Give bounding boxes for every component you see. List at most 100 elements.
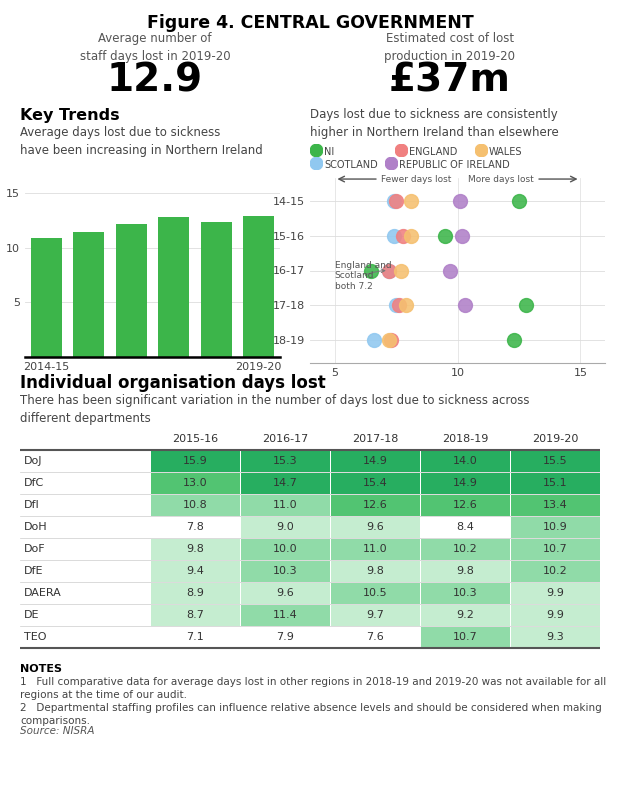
Text: WALES: WALES [489,147,523,157]
FancyBboxPatch shape [510,583,600,603]
Text: Average number of
staff days lost in 2019-20: Average number of staff days lost in 201… [80,32,230,63]
Text: Individual organisation days lost: Individual organisation days lost [20,374,325,392]
FancyBboxPatch shape [510,626,600,647]
Text: 12.6: 12.6 [453,500,477,510]
FancyBboxPatch shape [330,583,420,603]
Text: 2019-20: 2019-20 [532,434,578,444]
Text: 10.8: 10.8 [183,500,207,510]
FancyBboxPatch shape [151,626,239,647]
FancyBboxPatch shape [510,494,600,516]
Text: 10.7: 10.7 [453,632,477,642]
FancyBboxPatch shape [241,626,329,647]
FancyBboxPatch shape [330,626,420,647]
Text: NI: NI [324,147,334,157]
Bar [201,222,231,357]
Text: 14.9: 14.9 [363,456,388,466]
FancyBboxPatch shape [241,451,329,471]
Text: 10.2: 10.2 [542,566,567,576]
Text: NOTES: NOTES [20,664,62,674]
Bar [73,232,104,357]
Text: 14.9: 14.9 [453,478,477,488]
FancyBboxPatch shape [420,451,510,471]
FancyBboxPatch shape [241,473,329,494]
FancyBboxPatch shape [510,560,600,582]
Text: £37m: £37m [389,62,511,100]
Text: DoH: DoH [24,522,48,532]
Text: 2015-16: 2015-16 [172,434,218,444]
Text: Key Trends: Key Trends [20,108,120,123]
Text: 9.0: 9.0 [276,522,294,532]
Text: 9.4: 9.4 [186,566,204,576]
Text: 9.9: 9.9 [546,610,564,620]
Text: 15.9: 15.9 [183,456,207,466]
FancyBboxPatch shape [420,626,510,647]
FancyBboxPatch shape [241,539,329,560]
FancyBboxPatch shape [241,517,329,537]
Bar [31,238,61,357]
Text: 8.7: 8.7 [186,610,204,620]
Text: 9.8: 9.8 [186,544,204,554]
Text: 14.7: 14.7 [273,478,298,488]
FancyBboxPatch shape [151,583,239,603]
Text: There has been significant variation in the number of days lost due to sickness : There has been significant variation in … [20,394,529,425]
Text: 7.8: 7.8 [186,522,204,532]
Text: 7.1: 7.1 [186,632,204,642]
Text: 15.4: 15.4 [363,478,388,488]
FancyBboxPatch shape [151,560,239,582]
Text: 7.6: 7.6 [366,632,384,642]
Text: Figure 4. CENTRAL GOVERNMENT: Figure 4. CENTRAL GOVERNMENT [146,14,474,32]
Text: 9.6: 9.6 [366,522,384,532]
Bar [116,224,146,357]
Text: Days lost due to sickness are consistently
higher in Northern Ireland than elsew: Days lost due to sickness are consistent… [310,108,559,139]
FancyBboxPatch shape [330,473,420,494]
Text: DfE: DfE [24,566,43,576]
FancyBboxPatch shape [330,604,420,626]
FancyBboxPatch shape [420,583,510,603]
Text: 9.3: 9.3 [546,632,564,642]
Text: 9.8: 9.8 [456,566,474,576]
Text: 10.5: 10.5 [363,588,388,598]
Text: 9.7: 9.7 [366,610,384,620]
Text: 10.3: 10.3 [453,588,477,598]
FancyBboxPatch shape [330,517,420,537]
FancyBboxPatch shape [420,473,510,494]
Text: DAERA: DAERA [24,588,62,598]
Text: Source: NISRA: Source: NISRA [20,726,94,736]
FancyBboxPatch shape [510,604,600,626]
Text: 15.1: 15.1 [542,478,567,488]
Text: Fewer days lost: Fewer days lost [381,174,451,184]
FancyBboxPatch shape [420,494,510,516]
FancyBboxPatch shape [241,494,329,516]
Text: ENGLAND: ENGLAND [409,147,458,157]
Text: England and
Scotland
both 7.2: England and Scotland both 7.2 [335,261,391,291]
FancyBboxPatch shape [241,604,329,626]
Text: DoF: DoF [24,544,46,554]
Text: 9.2: 9.2 [456,610,474,620]
Text: DE: DE [24,610,40,620]
Text: 8.9: 8.9 [186,588,204,598]
Text: DfC: DfC [24,478,44,488]
Text: 2   Departmental staffing profiles can influence relative absence levels and sho: 2 Departmental staffing profiles can inf… [20,703,602,726]
Bar [244,216,274,357]
Text: 14.0: 14.0 [453,456,477,466]
Text: 2018-19: 2018-19 [442,434,488,444]
FancyBboxPatch shape [420,604,510,626]
Bar [159,217,189,357]
FancyBboxPatch shape [420,539,510,560]
FancyBboxPatch shape [420,517,510,537]
FancyBboxPatch shape [510,473,600,494]
Text: 10.7: 10.7 [542,544,567,554]
FancyBboxPatch shape [151,604,239,626]
FancyBboxPatch shape [151,494,239,516]
Text: 13.4: 13.4 [542,500,567,510]
Text: More days lost: More days lost [468,174,534,184]
FancyBboxPatch shape [330,451,420,471]
Text: 7.9: 7.9 [276,632,294,642]
Text: 15.3: 15.3 [273,456,298,466]
Text: DfI: DfI [24,500,40,510]
Text: SCOTLAND: SCOTLAND [324,160,378,170]
Text: 13.0: 13.0 [183,478,207,488]
Text: 10.9: 10.9 [542,522,567,532]
FancyBboxPatch shape [510,517,600,537]
FancyBboxPatch shape [151,473,239,494]
